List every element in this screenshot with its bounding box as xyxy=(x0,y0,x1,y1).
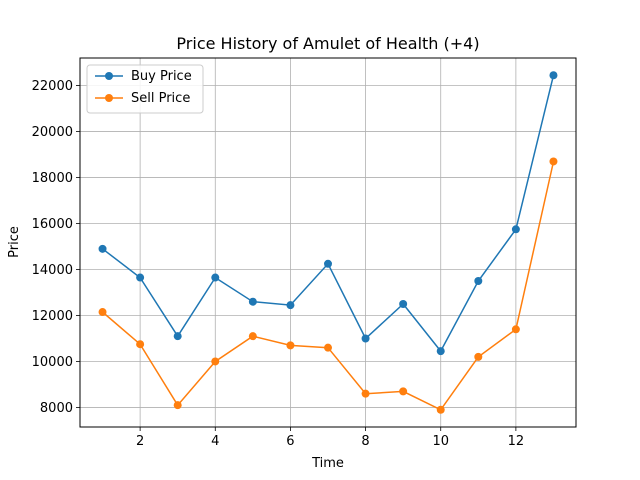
x-tick-label: 12 xyxy=(508,434,525,449)
chart-title: Price History of Amulet of Health (+4) xyxy=(176,34,479,53)
y-axis-label: Price xyxy=(7,226,22,258)
y-tick-label: 8000 xyxy=(40,401,73,416)
data-point xyxy=(474,352,483,361)
series-layer xyxy=(98,71,558,414)
legend-marker-buy xyxy=(105,72,113,80)
data-point xyxy=(361,334,370,343)
x-tick-label: 10 xyxy=(432,434,449,449)
y-tick-label: 16000 xyxy=(32,217,73,232)
legend-label-sell: Sell Price xyxy=(131,91,190,106)
data-point xyxy=(324,259,332,268)
data-point xyxy=(361,389,370,398)
legend: Buy Price Sell Price xyxy=(86,64,204,114)
y-tick-label: 18000 xyxy=(32,171,73,186)
y-tick-label: 12000 xyxy=(32,309,73,324)
x-tick-label: 6 xyxy=(286,434,294,449)
data-point xyxy=(549,71,558,80)
data-point xyxy=(211,273,220,282)
data-point xyxy=(173,401,182,410)
y-tick-label: 14000 xyxy=(32,263,73,278)
y-tick-label: 22000 xyxy=(32,79,73,94)
y-tick-label: 10000 xyxy=(32,355,73,370)
data-point xyxy=(248,297,257,306)
data-point xyxy=(286,301,295,310)
data-point xyxy=(136,340,145,349)
y-tick-label: 20000 xyxy=(32,125,73,140)
data-point xyxy=(549,157,558,166)
data-point xyxy=(511,225,520,234)
data-point xyxy=(248,332,257,341)
legend-box xyxy=(86,64,204,114)
data-point xyxy=(98,308,107,317)
data-point xyxy=(136,273,145,282)
legend-label-buy: Buy Price xyxy=(131,69,192,84)
legend-marker-sell xyxy=(105,94,113,102)
plot-frame xyxy=(79,57,577,428)
x-axis-label: Time xyxy=(311,456,344,471)
data-point xyxy=(173,332,182,341)
axis-ticks: 2 4 6 8 10 12 8000 10000 12000 14000 16000 18000 200… xyxy=(32,79,525,449)
x-tick-label: 2 xyxy=(136,434,144,449)
data-point xyxy=(399,300,408,308)
data-point xyxy=(211,357,220,366)
data-point xyxy=(511,325,520,334)
data-point xyxy=(436,347,445,356)
series-0 xyxy=(98,71,558,356)
x-tick-label: 8 xyxy=(361,434,369,449)
data-point xyxy=(286,341,295,350)
x-tick-label: 4 xyxy=(211,434,219,449)
data-point xyxy=(474,277,483,286)
data-point xyxy=(436,405,445,414)
data-point xyxy=(98,244,107,253)
series-1 xyxy=(98,157,558,414)
grid xyxy=(80,58,576,427)
data-point xyxy=(324,343,332,352)
data-point xyxy=(399,387,408,396)
